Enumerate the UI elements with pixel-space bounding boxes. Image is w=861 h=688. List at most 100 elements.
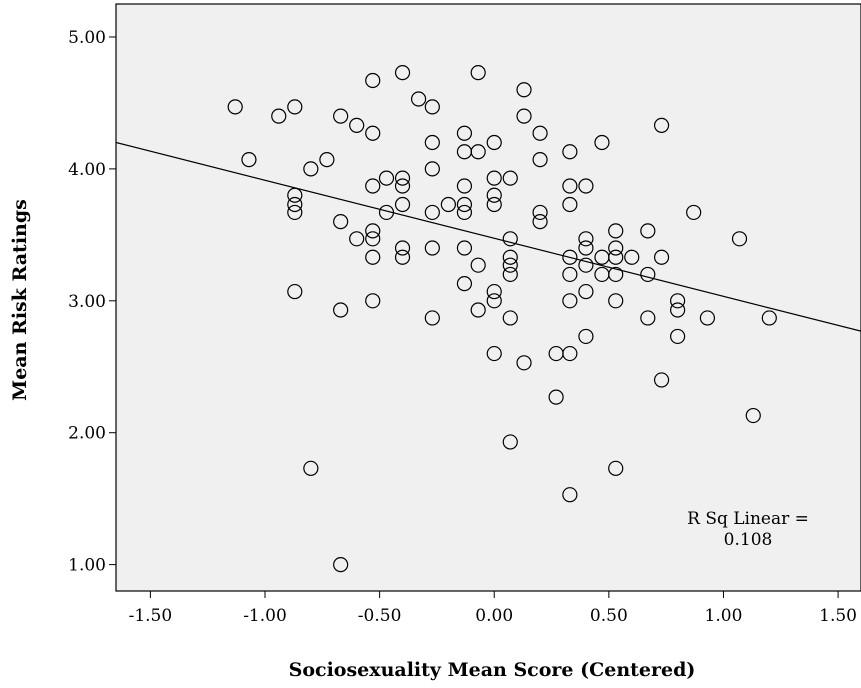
data-point bbox=[548, 389, 564, 405]
data-point bbox=[486, 187, 502, 203]
data-point bbox=[440, 196, 456, 213]
data-point bbox=[670, 328, 686, 345]
data-point bbox=[562, 249, 578, 265]
data-point bbox=[624, 249, 640, 265]
data-point bbox=[502, 257, 518, 273]
data-point bbox=[456, 125, 473, 141]
data-point bbox=[424, 134, 440, 151]
data-point bbox=[653, 249, 670, 265]
data-point bbox=[532, 204, 548, 221]
data-point bbox=[394, 178, 411, 194]
data-point bbox=[532, 214, 548, 230]
data-point bbox=[731, 231, 748, 247]
data-point bbox=[365, 178, 381, 194]
data-point bbox=[456, 178, 473, 194]
data-point bbox=[699, 310, 716, 326]
data-point bbox=[365, 231, 381, 247]
data-points bbox=[227, 64, 777, 573]
data-point bbox=[516, 355, 532, 371]
data-point bbox=[653, 372, 670, 388]
data-point bbox=[394, 240, 411, 256]
data-point bbox=[516, 82, 532, 98]
data-point bbox=[287, 99, 303, 115]
x-tick-label: -1.00 bbox=[243, 606, 287, 626]
y-tick-label: 3.00 bbox=[68, 292, 106, 312]
data-point bbox=[608, 223, 624, 239]
data-point bbox=[333, 557, 349, 573]
data-point bbox=[486, 134, 502, 151]
r-squared-annotation-line1: R Sq Linear = bbox=[687, 509, 809, 529]
data-point bbox=[486, 345, 502, 362]
data-point bbox=[608, 249, 624, 265]
data-point bbox=[456, 204, 473, 221]
y-axis: 1.00 2.00 3.00 4.00 5.00 bbox=[68, 28, 116, 576]
data-point bbox=[365, 249, 381, 265]
data-point bbox=[365, 223, 381, 239]
data-point bbox=[594, 134, 610, 151]
data-point bbox=[670, 302, 686, 318]
data-point bbox=[424, 204, 440, 221]
data-point bbox=[608, 460, 624, 476]
data-point bbox=[761, 310, 777, 326]
data-point bbox=[562, 293, 578, 309]
data-point bbox=[640, 223, 656, 239]
data-point bbox=[640, 266, 656, 283]
data-point bbox=[365, 293, 381, 309]
data-point bbox=[378, 170, 395, 186]
data-point bbox=[456, 196, 473, 213]
data-point bbox=[486, 170, 502, 186]
data-point bbox=[349, 231, 365, 247]
data-point bbox=[365, 72, 381, 89]
data-point bbox=[271, 108, 287, 124]
data-point bbox=[424, 310, 440, 326]
data-point bbox=[424, 161, 440, 177]
data-point bbox=[424, 99, 440, 115]
data-point bbox=[532, 152, 548, 168]
data-point bbox=[578, 178, 594, 194]
y-tick-label: 2.00 bbox=[68, 424, 106, 444]
data-point bbox=[287, 283, 303, 300]
data-point bbox=[562, 487, 578, 503]
data-point bbox=[486, 283, 502, 300]
data-point bbox=[486, 293, 502, 309]
data-point bbox=[502, 249, 518, 265]
data-point bbox=[562, 345, 578, 362]
data-point bbox=[287, 204, 303, 221]
data-point bbox=[470, 257, 486, 273]
data-point bbox=[532, 125, 548, 141]
data-point bbox=[303, 460, 319, 476]
data-point bbox=[502, 231, 518, 247]
x-tick-label: -0.50 bbox=[358, 606, 402, 626]
y-tick-label: 1.00 bbox=[68, 556, 106, 576]
data-point bbox=[502, 434, 518, 450]
regression-line bbox=[115, 141, 861, 332]
y-tick-label: 5.00 bbox=[68, 28, 106, 48]
data-point bbox=[486, 196, 502, 213]
data-point bbox=[333, 108, 349, 124]
data-point bbox=[394, 170, 411, 186]
x-axis: -1.50 -1.00 -0.50 0.00 0.50 1.00 1.50 bbox=[129, 591, 857, 626]
data-point bbox=[608, 293, 624, 309]
x-tick-label: 1.50 bbox=[819, 606, 857, 626]
y-tick-label: 4.00 bbox=[68, 160, 106, 180]
data-point bbox=[470, 302, 486, 318]
data-point bbox=[333, 302, 349, 318]
data-point bbox=[562, 178, 578, 194]
x-tick-label: -1.50 bbox=[129, 606, 173, 626]
data-point bbox=[456, 276, 473, 292]
data-point bbox=[319, 152, 335, 168]
data-point bbox=[349, 117, 365, 133]
data-point bbox=[333, 214, 349, 230]
data-point bbox=[578, 328, 594, 345]
data-point bbox=[456, 240, 473, 256]
x-axis-title: Sociosexuality Mean Score (Centered) bbox=[289, 659, 696, 681]
x-tick-label: 1.00 bbox=[705, 606, 743, 626]
data-point bbox=[745, 407, 761, 424]
data-point bbox=[562, 144, 578, 160]
data-point bbox=[578, 257, 594, 273]
data-point bbox=[608, 266, 624, 283]
data-point bbox=[578, 231, 594, 247]
x-tick-label: 0.50 bbox=[590, 606, 628, 626]
y-axis-title: Mean Risk Ratings bbox=[9, 199, 31, 401]
